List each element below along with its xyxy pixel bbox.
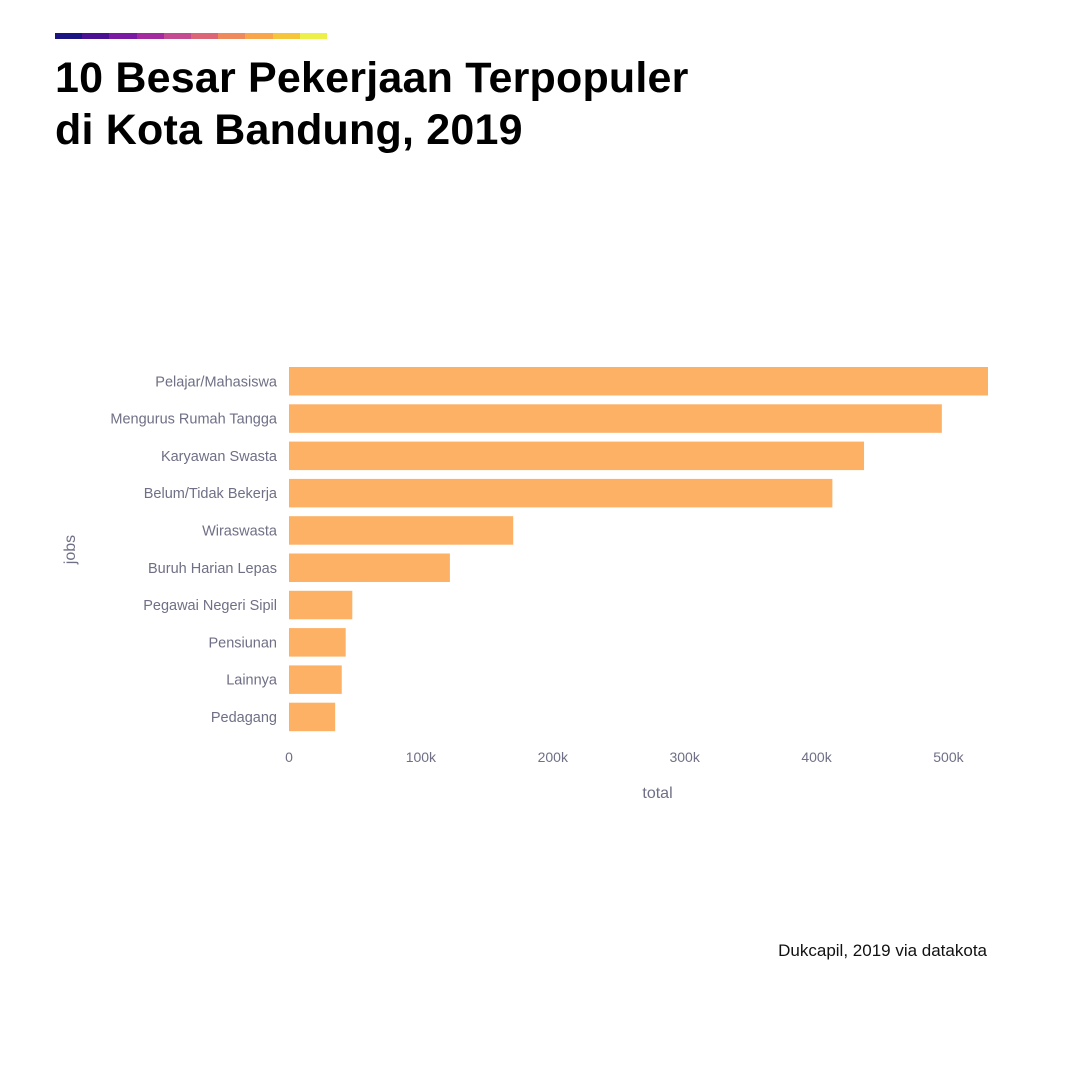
bar <box>289 404 942 433</box>
category-label: Buruh Harian Lepas <box>148 561 277 577</box>
bar <box>289 553 450 582</box>
category-label: Pegawai Negeri Sipil <box>143 598 277 614</box>
category-label: Pelajar/Mahasiswa <box>155 374 278 390</box>
bar <box>289 702 336 732</box>
palette-segment <box>109 33 137 39</box>
palette-segment <box>272 33 300 39</box>
x-tick-label: 0 <box>285 749 293 765</box>
palette-segment <box>218 33 246 39</box>
x-tick-label: 500k <box>933 749 964 765</box>
bar <box>289 590 353 620</box>
palette-segment <box>82 33 110 39</box>
x-tick-label: 400k <box>801 749 832 765</box>
category-label: Wiraswasta <box>202 523 278 539</box>
x-axis-title: total <box>642 785 672 802</box>
category-label: Belum/Tidak Bekerja <box>144 486 278 502</box>
category-label: Lainnya <box>226 673 278 689</box>
palette-segment <box>299 33 328 39</box>
bar <box>289 478 833 508</box>
palette-segment <box>191 33 219 39</box>
palette-segment <box>55 33 83 39</box>
palette-segment <box>136 33 164 39</box>
bar <box>289 516 514 545</box>
chart-title-line-1: 10 Besar Pekerjaan Terpopuler <box>55 54 689 102</box>
bar <box>289 367 988 396</box>
category-label: Mengurus Rumah Tangga <box>110 412 278 428</box>
category-label: Pedagang <box>211 710 277 726</box>
y-axis-title: jobs <box>62 535 79 565</box>
bar <box>289 628 346 657</box>
x-tick-label: 100k <box>406 749 437 765</box>
palette-segment <box>163 33 192 39</box>
chart-title: 10 Besar Pekerjaan Terpopuler di Kota Ba… <box>55 52 689 156</box>
category-label: Pensiunan <box>208 635 277 651</box>
chart-title-line-2: di Kota Bandung, 2019 <box>55 106 523 154</box>
bar <box>289 441 865 471</box>
bar <box>289 665 342 694</box>
x-tick-label: 200k <box>538 749 569 765</box>
palette-segment <box>245 33 273 39</box>
source-note: Dukcapil, 2019 via datakota <box>778 941 987 960</box>
category-label: Karyawan Swasta <box>161 449 278 465</box>
color-palette-bar <box>55 33 328 39</box>
x-tick-label: 300k <box>669 749 700 765</box>
